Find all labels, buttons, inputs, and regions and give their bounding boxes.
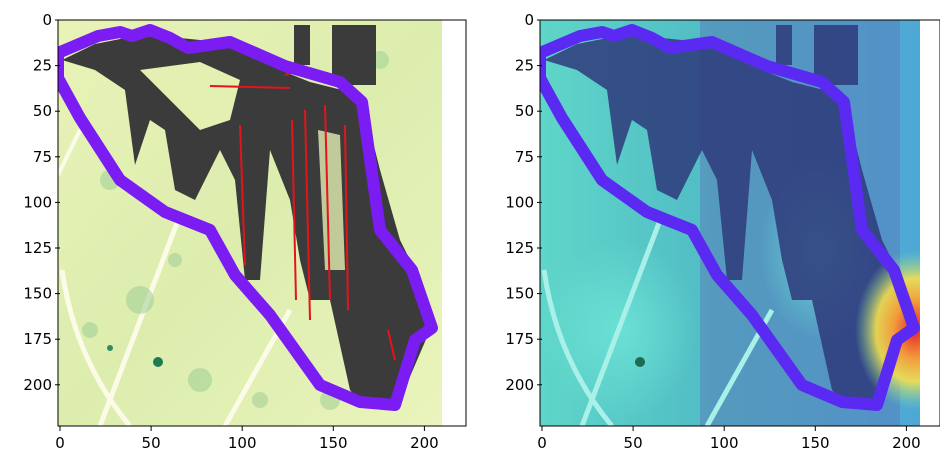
- left-axes: 0 50 100 150 200 0 25 50 75 100 125 150 175 200: [23, 11, 467, 452]
- right-y-ticks: 0 25 50 75 100 125 150 175 200: [505, 11, 542, 394]
- left-y-ticks: 0 25 50 75 100 125 150 175 200: [23, 11, 60, 394]
- y-tick-label: 75: [33, 148, 52, 166]
- y-tick-label: 150: [505, 285, 534, 303]
- y-tick-label: 200: [505, 376, 534, 394]
- y-tick-label: 0: [524, 11, 534, 29]
- y-tick-label: 125: [505, 239, 534, 257]
- y-tick-label: 0: [42, 11, 52, 29]
- y-tick-label: 125: [23, 239, 52, 257]
- x-tick-label: 0: [55, 434, 65, 452]
- x-tick-label: 150: [801, 434, 830, 452]
- x-tick-label: 150: [319, 434, 348, 452]
- y-tick-label: 150: [23, 285, 52, 303]
- y-tick-label: 50: [515, 102, 534, 120]
- y-tick-label: 50: [33, 102, 52, 120]
- x-tick-label: 100: [710, 434, 739, 452]
- y-tick-label: 75: [515, 148, 534, 166]
- y-tick-label: 175: [505, 330, 534, 348]
- right-image: [540, 20, 920, 426]
- x-tick-label: 0: [537, 434, 547, 452]
- y-tick-label: 200: [23, 376, 52, 394]
- right-x-ticks: 0 50 100 150 200: [537, 426, 921, 452]
- y-tick-label: 25: [33, 57, 52, 75]
- x-tick-label: 200: [410, 434, 439, 452]
- y-tick-label: 25: [515, 57, 534, 75]
- x-tick-label: 200: [892, 434, 921, 452]
- x-tick-label: 50: [624, 434, 643, 452]
- x-tick-label: 50: [142, 434, 161, 452]
- y-tick-label: 175: [23, 330, 52, 348]
- x-tick-label: 100: [228, 434, 257, 452]
- left-x-ticks: 0 50 100 150 200: [55, 426, 439, 452]
- y-tick-label: 100: [505, 193, 534, 211]
- left-image: [58, 20, 442, 426]
- right-axes: 0 50 100 150 200 0 25 50 75 100 125 150 175 200: [505, 11, 940, 452]
- y-tick-label: 100: [23, 193, 52, 211]
